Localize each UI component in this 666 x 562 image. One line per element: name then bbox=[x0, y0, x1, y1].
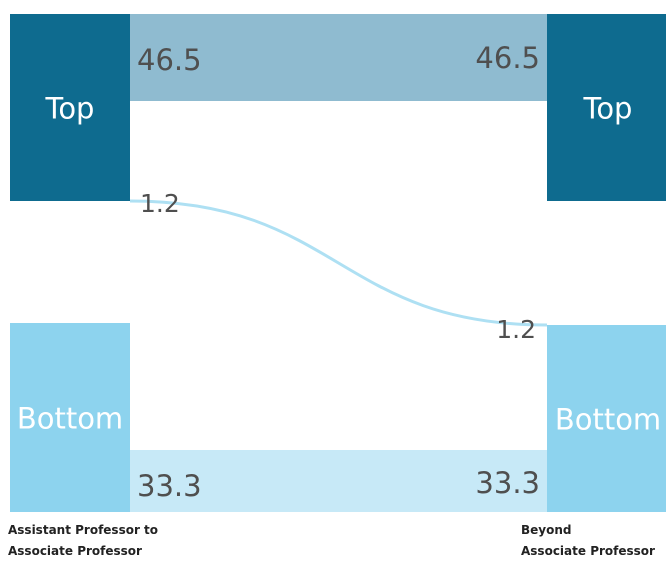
node-label-left-bottom: Bottom bbox=[17, 402, 123, 436]
stage-label-left: Assistant Professor to Associate Profess… bbox=[8, 523, 159, 558]
node-right-top bbox=[547, 14, 666, 201]
node-label-right-bottom: Bottom bbox=[555, 403, 661, 437]
node-label-left-top: Top bbox=[45, 92, 95, 126]
node-label-right-top: Top bbox=[583, 92, 633, 126]
flow-band-bottom-bottom bbox=[130, 450, 547, 512]
flow-curve-top-bottom bbox=[129, 199, 548, 327]
node-left-bottom bbox=[10, 323, 130, 512]
flow-band-top-top bbox=[130, 14, 547, 101]
flow-value-source-bottom-bottom: 33.3 bbox=[137, 469, 202, 503]
flow-value-target-top-top: 46.5 bbox=[475, 41, 540, 75]
flow-value-source-top-top: 46.5 bbox=[137, 43, 202, 77]
stage-label-right: Beyond Associate Professor bbox=[521, 523, 655, 558]
node-left-top bbox=[10, 14, 130, 201]
flow-value-target-top-bottom: 1.2 bbox=[496, 315, 536, 344]
flow-value-source-top-bottom: 1.2 bbox=[140, 189, 180, 218]
flow-value-target-bottom-bottom: 33.3 bbox=[475, 466, 540, 500]
node-right-bottom bbox=[547, 325, 666, 512]
